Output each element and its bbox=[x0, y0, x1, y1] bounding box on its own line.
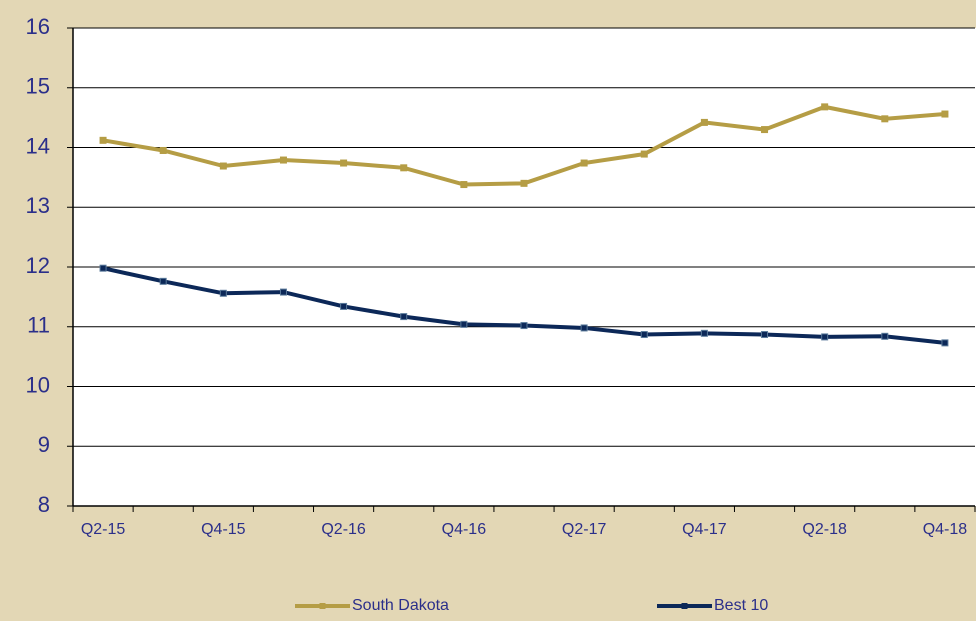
y-tick-label: 11 bbox=[27, 313, 50, 338]
x-tick-label: Q4-18 bbox=[923, 521, 968, 538]
point bbox=[640, 150, 648, 158]
legend-marker bbox=[319, 603, 326, 609]
point bbox=[279, 288, 287, 296]
point bbox=[460, 181, 468, 189]
y-tick-label: 15 bbox=[26, 74, 50, 99]
point bbox=[821, 103, 829, 111]
x-tick-label: Q4-17 bbox=[682, 521, 727, 538]
y-tick-label: 14 bbox=[26, 133, 50, 158]
x-tick-label: Q4-16 bbox=[442, 521, 487, 538]
point bbox=[340, 159, 348, 167]
point bbox=[400, 164, 408, 172]
point bbox=[881, 332, 889, 340]
point bbox=[219, 289, 227, 297]
point bbox=[340, 302, 348, 310]
point bbox=[400, 313, 408, 321]
y-tick-label: 9 bbox=[38, 432, 50, 457]
point bbox=[700, 329, 708, 337]
y-tick-label: 16 bbox=[26, 14, 50, 39]
legend-marker bbox=[681, 603, 688, 609]
x-tick-label: Q2-16 bbox=[321, 521, 366, 538]
point bbox=[761, 331, 769, 339]
point bbox=[279, 156, 287, 164]
x-tick-label: Q4-15 bbox=[201, 521, 246, 538]
point bbox=[580, 159, 588, 167]
point bbox=[700, 118, 708, 126]
point bbox=[99, 136, 107, 144]
legend-label: Best 10 bbox=[714, 597, 768, 614]
point bbox=[761, 126, 769, 134]
point bbox=[941, 110, 949, 118]
y-tick-label: 13 bbox=[26, 193, 50, 218]
point bbox=[520, 322, 528, 330]
point bbox=[99, 264, 107, 272]
y-tick-label: 8 bbox=[38, 492, 50, 517]
point bbox=[460, 320, 468, 328]
x-tick-label: Q2-18 bbox=[802, 521, 847, 538]
y-tick-label: 10 bbox=[26, 372, 50, 397]
legend-label: South Dakota bbox=[352, 597, 449, 614]
point bbox=[821, 333, 829, 341]
point bbox=[219, 162, 227, 170]
x-tick-label: Q2-15 bbox=[81, 521, 126, 538]
point bbox=[941, 339, 949, 347]
point bbox=[159, 146, 167, 154]
x-tick-label: Q2-17 bbox=[562, 521, 607, 538]
point bbox=[640, 331, 648, 339]
point bbox=[159, 277, 167, 285]
point bbox=[580, 324, 588, 332]
point bbox=[881, 115, 889, 123]
y-tick-label: 12 bbox=[26, 253, 50, 278]
point bbox=[520, 179, 528, 187]
